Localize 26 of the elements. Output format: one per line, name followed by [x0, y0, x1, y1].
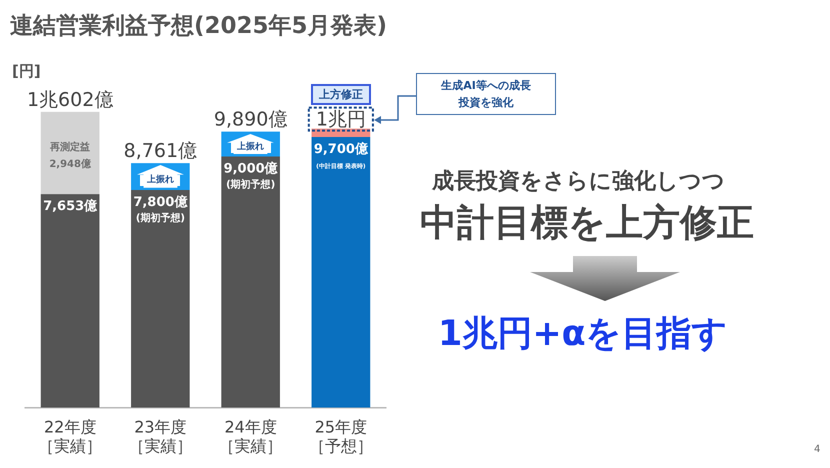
y-axis-title: [円]: [12, 62, 41, 81]
data-label: 上振れ: [230, 142, 271, 154]
bar: [221, 156, 280, 408]
text: 中計目標を上方修正: [420, 200, 754, 246]
x-tick-label: 23年度［実績］: [128, 417, 192, 456]
x-tick-label: 25年度［予想］: [308, 417, 373, 456]
text: 4: [814, 444, 820, 455]
annotation: 1兆円: [316, 108, 366, 131]
bar: [312, 136, 370, 408]
text: 生成AI等への成長投資を強化: [416, 73, 556, 115]
chart-title: 連結営業利益予想(2025年5月発表): [10, 12, 388, 41]
x-tick-label: 24年度［実績］: [218, 417, 283, 456]
data-label: 7,800億 (期初予想): [133, 194, 188, 224]
total-label: 1兆602億: [26, 88, 114, 111]
text: 上方修正: [310, 84, 371, 105]
x-tick-label: 22年度［実績］: [38, 417, 102, 456]
text: 成長投資をさらに強化しつつ: [432, 168, 725, 196]
data-label: 9,000億 (期初予想): [224, 160, 279, 190]
data-label: 再測定益 2,948億: [49, 140, 92, 170]
data-label: 上振れ: [140, 174, 180, 186]
data-label: 7,653億: [43, 198, 98, 214]
text: 1兆円+αを目指す: [438, 313, 728, 356]
total-label: 9,890億: [214, 108, 288, 131]
total-label: 8,761億: [124, 140, 198, 162]
bar: [40, 194, 100, 408]
bar: [131, 190, 190, 408]
